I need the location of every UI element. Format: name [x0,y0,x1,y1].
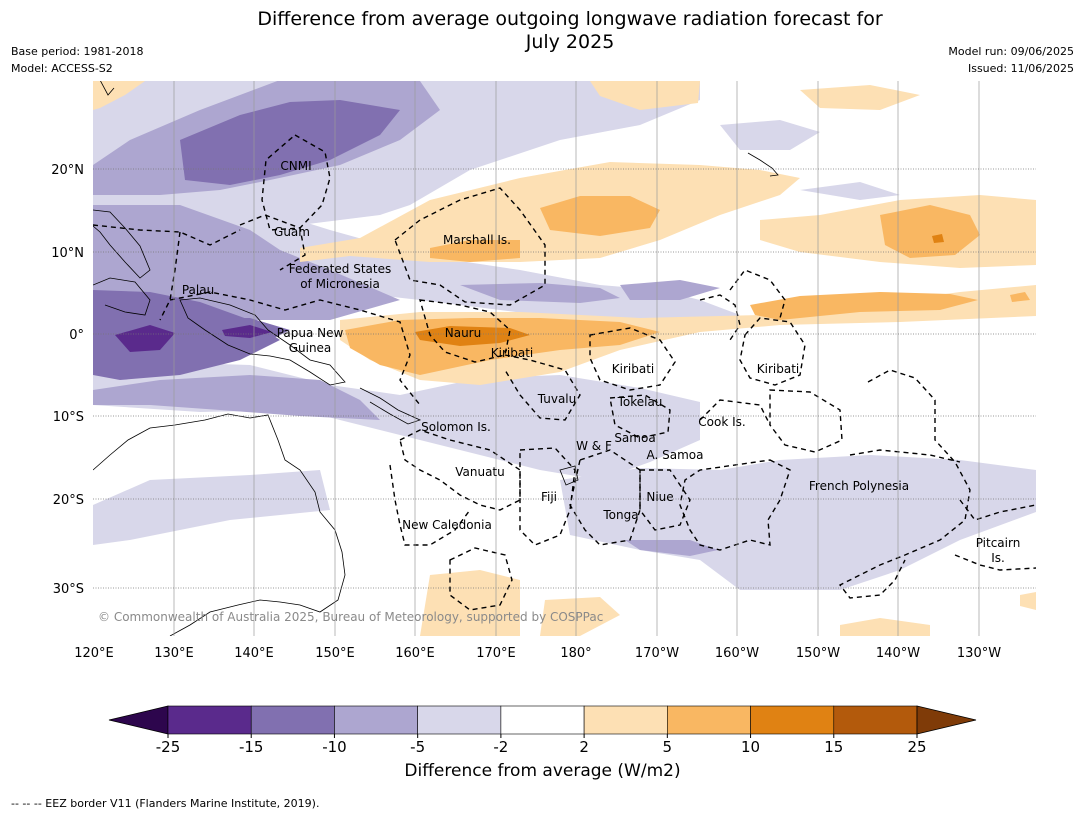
lat-label: 20°N [51,163,84,178]
region-label-marshall: Marshall Is. [443,233,511,247]
lon-label: 170°E [476,646,516,661]
eez-borders [93,134,1036,611]
region-label-new-caledonia: New Caledonia [402,518,492,532]
region-label-wallis-futuna: W & F [576,439,612,453]
colorbar-over-triangle [916,705,977,735]
colorbar-ticks: -25 -15 -10 -5 -2 2 5 10 15 25 [156,734,927,756]
colorbar-under-triangle [108,705,169,735]
colorbar-title: Difference from average (W/m2) [404,761,681,781]
colorbar-segment [250,705,335,735]
title-line-1: Difference from average outgoing longwav… [257,8,883,30]
colorbar-tick-label: 15 [824,738,843,756]
lon-label: 130°E [154,646,194,661]
lat-label: 0° [69,328,84,343]
region-label-cook-islands: Cook Is. [698,415,745,429]
region-label-niue: Niue [646,490,673,504]
lon-label: 130°W [957,646,1001,661]
colorbar-segments [167,705,918,735]
region-labels: CNMI Guam Marshall Is. Federated States … [182,159,1020,565]
lat-axis: 20°N 10°N 0° 10°S 20°S 30°S [51,163,84,597]
lon-label: 180° [560,646,591,661]
region-label-fsm-1: Federated States [289,262,391,276]
colorbar-segment [750,705,835,735]
model-name: Model: ACCESS-S2 [11,62,113,75]
lon-label: 160°W [715,646,759,661]
lat-gridlines [93,168,1036,589]
meta-right: Model run: 09/06/2025 Issued: 11/06/2025 [948,43,1074,77]
region-label-palau: Palau [182,283,214,297]
anomaly-field [93,81,1036,636]
lon-label: 140°E [234,646,274,661]
region-label-pitcairn-2: Is. [991,551,1005,565]
gridlines [173,81,980,636]
colorbar-tick-label: -2 [493,738,508,756]
lon-label: 150°E [315,646,355,661]
lat-label: 30°S [53,582,84,597]
region-label-kiribati-west: Kiribati [491,346,533,360]
colorbar-tick-label: 25 [907,738,926,756]
region-label-samoa: Samoa [614,431,655,445]
lat-label: 10°S [53,410,84,425]
issued-date: Issued: 11/06/2025 [967,62,1074,75]
colorbar-segment [583,705,668,735]
region-label-american-samoa: A. Samoa [647,448,704,462]
region-label-tonga: Tonga [602,508,638,522]
eez-legend-note: -- -- -- EEZ border V11 (Flanders Marine… [11,797,320,810]
colorbar-segment [334,705,418,735]
colorbar-segment [167,705,252,735]
colorbar-tick-label: 2 [579,738,589,756]
region-label-fsm-2: of Micronesia [300,277,380,291]
colorbar-tick-label: 5 [663,738,673,756]
region-label-png-2: Guinea [289,341,332,355]
colorbar-segment [833,705,918,735]
colorbar-tick-label: -5 [410,738,425,756]
meta-left: Base period: 1981-2018 Model: ACCESS-S2 [11,43,143,77]
region-label-guam: Guam [274,225,310,239]
base-period: Base period: 1981-2018 [11,45,144,58]
copyright-note: © Commonwealth of Australia 2025, Bureau… [98,610,603,624]
lon-axis: 120°E 130°E 140°E 150°E 160°E 170°E 180°… [74,646,1001,661]
colorbar-tick-label: -15 [239,738,264,756]
map-title: Difference from average outgoing longwav… [0,8,1085,54]
region-label-fiji: Fiji [541,490,557,504]
colorbar-tick-label: -25 [156,738,181,756]
colorbar: -25 -15 -10 -5 -2 2 5 10 15 25 [108,705,977,756]
lon-label: 140°W [876,646,920,661]
model-run: Model run: 09/06/2025 [948,45,1074,58]
region-label-tuvalu: Tuvalu [537,392,577,406]
lon-label: 150°W [796,646,840,661]
region-label-kiribati-central: Kiribati [612,362,654,376]
lon-label: 170°W [635,646,679,661]
region-label-tokelau: Tokelau [617,395,663,409]
region-label-vanuatu: Vanuatu [455,465,505,479]
lat-label: 10°N [51,246,84,261]
colorbar-segment [500,705,585,735]
region-label-solomon: Solomon Is. [421,420,491,434]
title-line-2: July 2025 [525,31,615,53]
lon-label: 120°E [74,646,114,661]
colorbar-tick-label: -10 [322,738,347,756]
lon-label: 160°E [395,646,435,661]
region-label-french-polynesia: French Polynesia [809,479,909,493]
region-label-nauru: Nauru [445,326,481,340]
region-label-kiribati-east: Kiribati [757,362,799,376]
colorbar-segment [417,705,502,735]
colorbar-segment [667,705,751,735]
lat-label: 20°S [53,493,84,508]
region-label-pitcairn-1: Pitcairn [976,536,1021,550]
region-label-png-1: Papua New [277,326,344,340]
region-label-cnmi: CNMI [280,159,311,173]
colorbar-tick-label: 10 [741,738,760,756]
